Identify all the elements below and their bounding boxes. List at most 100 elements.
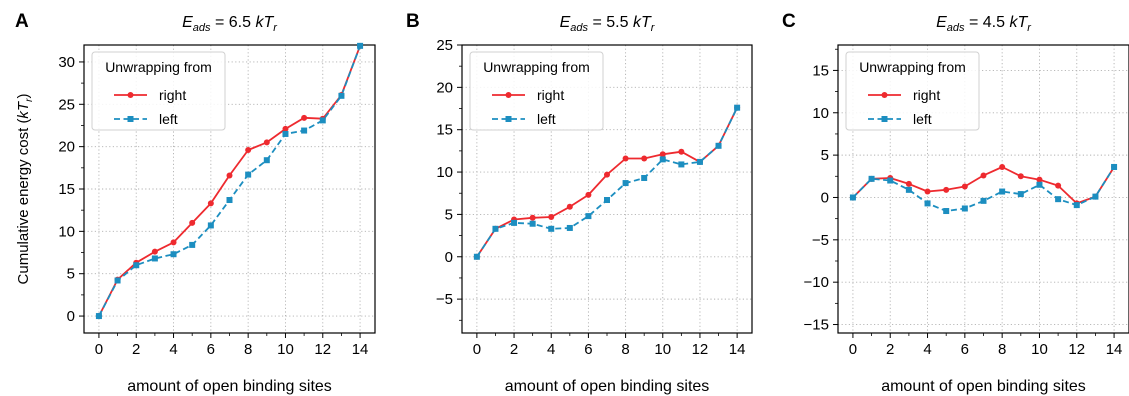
- y-tick-label: 10: [812, 105, 829, 122]
- y-axis-label-unit-sub: r: [24, 98, 35, 102]
- data-point-right: [943, 186, 950, 193]
- panel-title: Eads = 5.5 kTr: [560, 14, 656, 34]
- data-point-right: [1036, 176, 1043, 183]
- title-unit: kT: [633, 14, 652, 31]
- data-point-left: [622, 180, 629, 187]
- data-point-left: [170, 251, 177, 258]
- data-point-left: [473, 253, 480, 260]
- title-unit-subscript: r: [1027, 22, 1032, 34]
- data-point-left: [492, 225, 499, 232]
- data-point-left: [961, 205, 968, 212]
- data-point-left: [659, 156, 666, 163]
- data-point-left: [511, 219, 518, 226]
- x-tick-label: 8: [244, 341, 252, 358]
- data-point-right: [659, 151, 666, 158]
- y-tick-label: 25: [58, 96, 75, 113]
- y-tick-label: −5: [436, 291, 453, 308]
- legend-box: [469, 51, 604, 131]
- data-point-left: [849, 194, 856, 201]
- y-tick-label: 5: [821, 147, 829, 164]
- title-unit: kT: [255, 14, 274, 31]
- data-point-right: [301, 114, 308, 121]
- x-tick-label: 12: [314, 341, 331, 358]
- x-tick-label: 0: [473, 341, 481, 358]
- data-point-left: [301, 127, 308, 134]
- panel-letter: C: [782, 11, 796, 32]
- x-tick-label: 4: [547, 341, 555, 358]
- x-tick-label: 8: [621, 341, 629, 358]
- legend-marker-left: [505, 116, 512, 122]
- data-point-left: [226, 197, 233, 204]
- legend-title: Unwrapping from: [859, 59, 966, 75]
- data-point-left: [641, 174, 648, 181]
- y-tick-label: 0: [821, 189, 829, 206]
- data-point-right: [604, 171, 610, 178]
- data-point-left: [1092, 193, 1099, 200]
- y-axis-label: Cumulative energy cost (kTr): [15, 94, 35, 285]
- data-point-left: [999, 188, 1006, 195]
- y-tick-label: 10: [58, 223, 75, 240]
- panel-title: Eads = 6.5 kTr: [182, 14, 278, 34]
- data-point-right: [529, 214, 536, 221]
- data-point-right: [189, 219, 196, 226]
- panel-a: 0 2 4 6 8 10 12 14 0 5 10 15 20 25 30 amount of open bi…: [15, 11, 376, 395]
- title-unit-subscript: r: [651, 22, 656, 34]
- data-point-left: [734, 104, 741, 111]
- legend-box: [91, 51, 226, 131]
- series-group: [473, 104, 741, 260]
- y-axis-label-suffix: ): [15, 94, 32, 99]
- data-point-right: [980, 172, 987, 179]
- x-tick-label: 2: [510, 341, 518, 358]
- title-subscript: ads: [193, 22, 211, 34]
- x-axis-label: amount of open binding sites: [505, 378, 710, 395]
- legend-label-left: left: [913, 111, 932, 127]
- x-tick-label: 12: [692, 341, 709, 358]
- legend-marker-right: [881, 92, 888, 98]
- y-tick-label: −5: [812, 232, 829, 249]
- x-tick-label: 14: [352, 341, 369, 358]
- data-point-left: [245, 171, 252, 178]
- data-point-right: [226, 172, 233, 179]
- y-axis-label-text: Cumulative energy cost (: [15, 119, 32, 285]
- y-tick-label: 10: [436, 164, 453, 181]
- title-symbol: E: [560, 14, 571, 31]
- title-unit-subscript: r: [273, 22, 278, 34]
- data-point-right: [622, 155, 629, 162]
- series-group: [849, 163, 1118, 215]
- data-point-right: [151, 248, 158, 255]
- data-point-left: [943, 208, 950, 215]
- title-value: = 5.5: [588, 14, 633, 31]
- title-symbol: E: [182, 14, 193, 31]
- data-point-left: [548, 225, 555, 232]
- data-point-left: [905, 186, 912, 193]
- legend-label-right: right: [159, 87, 186, 103]
- data-point-right: [566, 203, 573, 210]
- panel-letter: A: [15, 11, 29, 32]
- data-point-left: [189, 241, 196, 248]
- x-tick-label: 4: [923, 341, 931, 358]
- data-point-right: [245, 147, 252, 154]
- x-tick-label: 6: [961, 341, 969, 358]
- y-tick-label: 5: [445, 206, 453, 223]
- x-tick-label: 10: [277, 341, 294, 358]
- panel-title: Eads = 4.5 kTr: [936, 14, 1032, 34]
- x-axis-label: amount of open binding sites: [881, 378, 1086, 395]
- x-tick-label: 10: [654, 341, 671, 358]
- data-point-left: [1055, 196, 1062, 203]
- data-point-left: [263, 157, 270, 164]
- data-point-left: [1036, 181, 1043, 188]
- data-point-left: [529, 220, 536, 227]
- legend-label-right: right: [913, 87, 940, 103]
- x-tick-label: 0: [849, 341, 857, 358]
- data-point-left: [114, 277, 121, 284]
- y-tick-label: 0: [445, 249, 453, 266]
- x-tick-label: 12: [1068, 341, 1085, 358]
- data-point-right: [924, 188, 931, 195]
- data-point-left: [980, 197, 987, 204]
- legend-label-left: left: [159, 111, 178, 127]
- data-point-left: [207, 222, 214, 229]
- title-value: = 4.5: [965, 14, 1010, 31]
- y-tick-label: 25: [436, 37, 453, 54]
- y-tick-label: 20: [436, 79, 453, 96]
